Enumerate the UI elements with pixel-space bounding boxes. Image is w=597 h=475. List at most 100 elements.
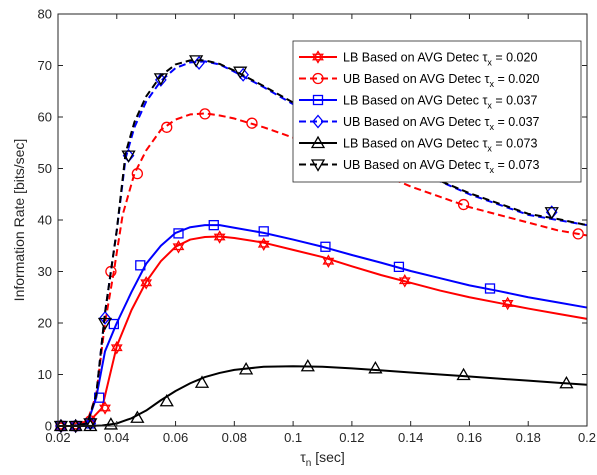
series-5-marker: [130, 410, 145, 423]
legend-marker: [312, 72, 324, 85]
legend-box: [292, 40, 582, 183]
legend-marker: [310, 135, 326, 149]
legend-entry: UB Based on AVG Detec τx = 0.037: [299, 114, 540, 132]
legend-marker: [312, 114, 324, 129]
legend-marker: [310, 159, 326, 172]
series-5-marker: [456, 367, 471, 381]
series-3-marker: [393, 261, 405, 273]
series-6-marker: [83, 418, 98, 431]
y-tick-label: 40: [38, 213, 52, 228]
series-1-line: [58, 235, 588, 427]
legend-entry: LB Based on AVG Detec τx = 0.020: [299, 50, 537, 68]
legend-marker: [312, 53, 324, 64]
x-axis-label-unit: [sec]: [311, 449, 344, 465]
x-axis-label-symbol: τ: [300, 449, 306, 465]
series-3-marker: [108, 318, 119, 330]
legend-label: LB Based on AVG Detec τx = 0.020: [343, 51, 537, 68]
series-6-marker: [97, 317, 113, 331]
series-1-marker: [398, 277, 411, 288]
y-tick-label: 80: [38, 7, 52, 22]
legend-entry: UB Based on AVG Detec τx = 0.020: [299, 72, 540, 89]
series-3-marker: [320, 241, 331, 252]
series-2-marker: [199, 108, 211, 120]
x-tick-label: 0.18: [516, 430, 541, 445]
series-2-line: [58, 112, 588, 427]
y-tick-label: 50: [38, 161, 52, 176]
series-5-marker: [559, 375, 574, 389]
series-1-marker: [140, 276, 153, 287]
series-5-marker: [238, 362, 254, 375]
series-6-line: [58, 59, 588, 427]
series-1-marker: [172, 243, 185, 254]
series-6-marker: [153, 73, 168, 86]
series-2-marker: [131, 167, 144, 180]
series-3-marker: [484, 283, 496, 294]
series-2-marker: [457, 198, 470, 211]
legend-marker: [312, 94, 324, 106]
series-1-marker: [140, 279, 153, 290]
y-tick-label: 10: [38, 367, 52, 382]
series-1-marker: [99, 401, 111, 412]
series-6-marker: [544, 207, 559, 220]
y-tick-label: 60: [38, 110, 52, 125]
legend-entry: LB Based on AVG Detec τx = 0.037: [299, 94, 537, 111]
legend: LB Based on AVG Detec τx = 0.020 UB Based…: [292, 40, 582, 183]
series-3-marker: [258, 226, 269, 237]
x-tick-label: 0.12: [339, 430, 364, 445]
series-2-marker: [572, 228, 584, 240]
series-1-marker: [213, 230, 226, 241]
series-1-marker: [110, 340, 123, 352]
y-axis-label: Information Rate [bits/sec]: [11, 139, 27, 302]
series-6-marker: [68, 420, 83, 434]
series-5-marker: [300, 358, 315, 372]
series-3-line: [58, 224, 588, 427]
series-3-marker: [173, 228, 184, 239]
series-1-marker: [213, 233, 226, 244]
y-axis: 0 10 20 30 40 50 60 70 80: [38, 7, 587, 434]
series-2-marker: [246, 117, 258, 129]
x-tick-label: 0.2: [578, 430, 596, 445]
series-6-marker: [53, 420, 69, 434]
legend-label: UB Based on AVG Detec τx = 0.037: [343, 115, 540, 132]
legend-label: UB Based on AVG Detec τx = 0.020: [343, 72, 540, 89]
series-1-marker: [257, 240, 270, 252]
series-2-marker: [161, 121, 173, 133]
series-1-marker: [322, 254, 335, 265]
series-1-marker: [257, 237, 270, 248]
series-3-marker: [208, 219, 219, 231]
series-5-marker: [194, 375, 210, 388]
x-tick-label: 0.1: [284, 430, 302, 445]
x-tick-label: 0.14: [398, 430, 423, 445]
x-axis: 0.02 0.04 0.06 0.08 0.1 0.12 0.14 0.16 0.18 0.2: [45, 14, 596, 445]
series-6-marker: [121, 150, 136, 163]
legend-label: LB Based on AVG Detec τx = 0.037: [343, 94, 537, 111]
series-1-marker: [322, 257, 335, 269]
series-6-marker: [189, 55, 204, 68]
y-tick-label: 70: [38, 58, 52, 73]
series-1-marker: [99, 404, 111, 415]
x-tick-label: 0.08: [222, 430, 247, 445]
x-tick-label: 0.04: [104, 430, 129, 445]
legend-entry: UB Based on AVG Detec τx = 0.073: [299, 158, 540, 175]
x-axis-label: τn [sec]: [300, 449, 345, 469]
series-5-marker: [159, 393, 174, 407]
series-1-marker: [110, 344, 123, 355]
series-3-marker: [135, 260, 146, 271]
legend-entry: LB Based on AVG Detec τx = 0.073: [299, 135, 537, 154]
legend-marker: [312, 50, 324, 61]
x-tick-label: 0.02: [45, 430, 70, 445]
y-tick-label: 30: [38, 264, 52, 279]
y-tick-label: 20: [38, 316, 52, 331]
series-6-marker: [233, 66, 248, 79]
series-4-marker: [99, 310, 111, 325]
x-tick-label: 0.06: [163, 430, 188, 445]
series-1-marker: [398, 273, 411, 285]
x-tick-label: 0.16: [457, 430, 482, 445]
legend-label: UB Based on AVG Detec τx = 0.073: [343, 158, 540, 175]
series-5-marker: [368, 361, 383, 374]
y-tick-label: 0: [45, 419, 52, 434]
series-1-marker: [501, 300, 514, 311]
legend-label: LB Based on AVG Detec τx = 0.073: [343, 137, 537, 154]
x-axis-label-subscript: n: [306, 458, 312, 469]
